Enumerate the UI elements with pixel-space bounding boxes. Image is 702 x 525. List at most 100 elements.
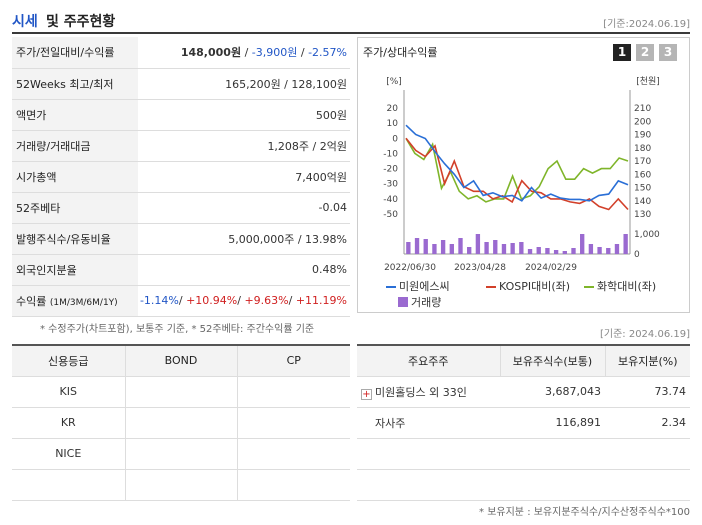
shares-cell: 3,687,043: [500, 376, 605, 408]
credit-rating-table: 신용등급 BOND CP KIS KR NICE: [12, 344, 350, 501]
shareholder-name: 자사주: [357, 407, 500, 439]
price-chart: [%] [천원] 20 10 0 -10 -20 -30 -40 -50 210 200 190 180 1…: [383, 76, 660, 273]
table-cell: [357, 438, 500, 470]
volume-bar: [614, 244, 620, 254]
table-cell: [236, 407, 350, 439]
volume-bar: [562, 251, 567, 254]
table-cell: [236, 469, 350, 501]
row-label: 주가/전일대비/수익률: [12, 37, 138, 69]
volume-tick-label: 0: [634, 250, 640, 260]
table-cell: [236, 376, 350, 408]
row-value: 5,000,000주 / 13.98%: [138, 223, 350, 255]
table-cell: [500, 438, 605, 470]
footnote: * 보유지분 : 보유지분주식수/지수산정주식수*100: [479, 507, 690, 518]
table-row: 자사주 116,891 2.34: [357, 407, 690, 439]
right-tick-label: 130: [634, 210, 651, 220]
row-value: 0.48%: [138, 254, 350, 286]
right-tick-label: 150: [634, 184, 651, 194]
volume-bar: [449, 244, 454, 254]
legend-swatch: [386, 286, 396, 288]
row-label: 외국인지분율: [12, 254, 138, 286]
legend-swatch: [398, 297, 408, 307]
legend-chem: 화학대비(좌): [584, 278, 656, 294]
volume-bar: [571, 248, 576, 254]
right-tick-label: 140: [634, 197, 651, 207]
pct-cell: 2.34: [605, 407, 690, 439]
chart-page-2-button[interactable]: 2: [636, 44, 654, 61]
x-tick-label: 2022/06/30: [384, 263, 436, 273]
table-row: [357, 438, 690, 470]
table-cell: [12, 469, 125, 501]
header-title: 및 주주현황: [46, 14, 116, 30]
volume-bar: [527, 249, 533, 254]
row-label: 수익률 (1M/3M/6M/1Y): [12, 285, 138, 317]
header-date: [기준:2024.06.19]: [603, 19, 690, 30]
expand-plus-icon[interactable]: +: [361, 388, 372, 400]
volume-bar: [432, 244, 437, 254]
x-tick-label: 2023/04/28: [454, 263, 506, 273]
shares-cell: 116,891: [500, 407, 605, 439]
right-tick-label: 170: [634, 157, 651, 167]
legend-label: 화학대비(좌): [597, 280, 657, 293]
shareholder-name: 미원홀딩스 외 33인: [375, 385, 467, 399]
table-cell: [605, 438, 690, 470]
left-tick-label: 10: [387, 119, 399, 129]
left-tick-label: -40: [383, 195, 398, 205]
section-header: 시세 및 주주현황 [기준:2024.06.19]: [12, 8, 690, 34]
volume-bar: [519, 242, 524, 254]
returns-period: (1M/3M/6M/1Y): [49, 297, 118, 308]
row-label: 52Weeks 최고/최저: [12, 68, 138, 100]
right-tick-label: 180: [634, 144, 651, 154]
row-value: 7,400억원: [138, 161, 350, 193]
table-row: 거래량/거래대금 1,208주 / 2억원: [12, 130, 350, 162]
right-tick-label: 160: [634, 170, 651, 180]
column-header: 보유주식수(보통): [499, 345, 605, 377]
table-row: 수익률 (1M/3M/6M/1Y) -1.14%/ +10.94%/ +9.63…: [12, 285, 350, 317]
table-cell: NICE: [12, 438, 125, 470]
shareholder-name-cell: + 미원홀딩스 외 33인: [357, 376, 500, 408]
left-tick-label: -20: [383, 165, 398, 175]
chart-title: 주가/상대수익률: [363, 46, 438, 59]
stock-price-line: [405, 124, 629, 202]
returns-label: 수익률: [16, 294, 47, 308]
table-cell: [236, 438, 350, 470]
legend-label: 거래량: [411, 296, 442, 309]
chart-page-3-button[interactable]: 3: [659, 44, 677, 61]
legend-label: KOSPI대비(좌): [499, 280, 571, 293]
row-label: 시가총액: [12, 161, 138, 193]
table-row: NICE: [12, 438, 350, 470]
chart-page-1-button[interactable]: 1: [613, 44, 631, 61]
row-value: 1,208주 / 2억원: [138, 130, 350, 162]
table-row: 액면가 500원: [12, 99, 350, 131]
volume-tick-label: 1,000: [634, 230, 660, 240]
row-label: 액면가: [12, 99, 138, 131]
header-title-accent: 시세: [12, 14, 38, 30]
right-tick-label: 210: [634, 104, 651, 114]
row-value: 165,200원 / 128,100원: [138, 68, 350, 100]
return-1y: +11.19%: [295, 294, 347, 307]
row-label: 52주베타: [12, 192, 138, 224]
table-cell: [124, 407, 237, 439]
volume-bar: [406, 242, 411, 254]
price-value: 148,000원: [180, 46, 242, 60]
row-value: -0.04: [138, 192, 350, 224]
return-1m: -1.14%: [139, 294, 179, 307]
left-axis-unit: [%]: [386, 77, 402, 87]
rate-value: -2.57%: [308, 46, 347, 60]
table-row: 발행주식수/유동비율 5,000,000주 / 13.98%: [12, 223, 350, 255]
row-value: -1.14%/ +10.94%/ +9.63%/ +11.19%: [138, 285, 350, 317]
left-tick-label: -10: [383, 149, 398, 159]
row-label: 거래량/거래대금: [12, 130, 138, 162]
table-row: KIS: [12, 376, 350, 408]
legend-stock: 미원에스씨: [386, 278, 450, 294]
reference-date: [기준: 2024.06.19]: [599, 329, 690, 340]
volume-bar: [423, 239, 428, 254]
table-row: 시가총액 7,400억원: [12, 161, 350, 193]
column-header: 신용등급: [12, 345, 125, 377]
chart-panel: 주가/상대수익률 1 2 3 [%] [천원] 20 10 0 -10 -20 -30 -40 -…: [357, 37, 690, 313]
volume-bar: [493, 240, 498, 254]
legend-volume: 거래량: [398, 294, 441, 310]
table-header-row: 신용등급 BOND CP: [12, 345, 350, 377]
left-tick-label: -30: [383, 180, 398, 190]
chem-relative-line: [405, 137, 629, 203]
